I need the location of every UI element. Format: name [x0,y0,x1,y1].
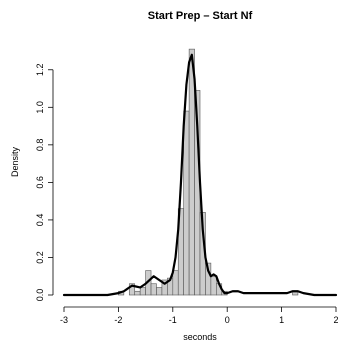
y-tick-label: 0.8 [35,139,45,152]
histogram-bar [183,110,190,296]
x-tick-label: 0 [225,315,230,325]
histogram-bar [188,48,195,296]
y-tick-label: 0.4 [35,214,45,227]
y-tick-label: 0.0 [35,289,45,302]
x-tick-label: -2 [114,315,122,325]
histogram-bar [172,270,179,296]
y-axis-label: Density [10,146,20,177]
histogram-bar [139,287,146,296]
histogram-bars [118,48,299,296]
x-tick-label: -3 [60,315,68,325]
density-curve [62,53,338,297]
histogram-bar [134,290,141,296]
x-axis: -3 -2 -1 0 1 2 [60,306,338,325]
x-tick-label: 2 [333,315,338,325]
y-tick-label: 1.2 [35,64,45,77]
histogram-bar [210,275,217,296]
histogram-bar [128,283,136,296]
histogram-bar [150,283,157,296]
y-tick-label: 1.0 [35,101,45,114]
y-axis: 0.0 0.2 0.4 0.6 0.8 1.0 1.2 [35,64,54,302]
histogram-bar [156,287,163,296]
y-tick-label: 0.6 [35,176,45,189]
y-tick-label: 0.2 [35,251,45,264]
x-tick-label: 1 [279,315,284,325]
x-axis-label: seconds [183,332,217,342]
x-tick-label: -1 [169,315,177,325]
density-curve-layer [62,53,338,297]
chart-title: Start Prep – Start Nf [148,10,253,22]
